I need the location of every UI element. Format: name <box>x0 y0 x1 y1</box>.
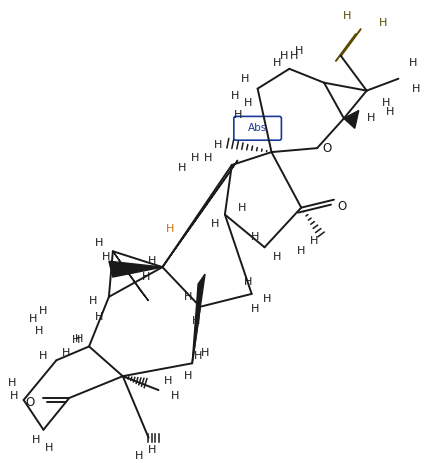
Text: H: H <box>8 378 16 388</box>
Text: H: H <box>295 46 303 56</box>
Text: H: H <box>409 58 417 68</box>
Text: H: H <box>45 443 54 452</box>
Text: H: H <box>412 84 420 94</box>
Text: H: H <box>72 336 80 345</box>
Text: H: H <box>201 348 209 358</box>
Text: H: H <box>250 304 259 314</box>
Text: O: O <box>323 142 332 155</box>
Text: H: H <box>280 51 289 61</box>
Text: H: H <box>171 391 179 401</box>
Text: H: H <box>142 272 150 282</box>
Text: H: H <box>191 153 199 163</box>
Text: O: O <box>337 200 346 213</box>
Text: H: H <box>39 306 48 316</box>
Text: H: H <box>148 256 157 266</box>
Text: O: O <box>25 396 34 409</box>
Text: H: H <box>184 292 193 302</box>
Text: H: H <box>290 51 298 61</box>
Text: H: H <box>166 225 175 234</box>
FancyBboxPatch shape <box>234 116 281 140</box>
Text: H: H <box>32 435 41 444</box>
Text: H: H <box>184 371 193 381</box>
Text: H: H <box>250 232 259 242</box>
Text: H: H <box>75 333 83 344</box>
Text: H: H <box>241 74 249 84</box>
Text: H: H <box>204 153 212 163</box>
Polygon shape <box>192 274 205 363</box>
Text: H: H <box>231 91 239 100</box>
Text: H: H <box>264 294 272 304</box>
Text: H: H <box>35 325 44 336</box>
Text: H: H <box>244 277 252 287</box>
Polygon shape <box>344 111 359 128</box>
Text: H: H <box>238 203 246 213</box>
Text: H: H <box>244 98 252 107</box>
Text: H: H <box>214 140 222 150</box>
Text: H: H <box>382 98 391 107</box>
Text: H: H <box>192 316 200 325</box>
Text: H: H <box>134 450 143 461</box>
Text: H: H <box>102 252 110 262</box>
Text: H: H <box>29 313 38 324</box>
Text: Abs: Abs <box>248 123 267 133</box>
Text: H: H <box>95 238 103 248</box>
Text: H: H <box>178 163 187 173</box>
Text: H: H <box>62 348 71 358</box>
Text: H: H <box>343 11 351 21</box>
Text: H: H <box>211 219 219 230</box>
Polygon shape <box>109 261 162 277</box>
Text: H: H <box>194 351 202 361</box>
Text: H: H <box>39 351 48 361</box>
Text: H: H <box>164 376 173 386</box>
Text: H: H <box>273 58 282 68</box>
Polygon shape <box>162 160 238 267</box>
Text: H: H <box>234 110 242 120</box>
Text: H: H <box>95 312 103 322</box>
Polygon shape <box>113 251 149 301</box>
Text: H: H <box>386 107 395 118</box>
Text: H: H <box>380 18 388 28</box>
Text: H: H <box>9 391 18 401</box>
Text: H: H <box>310 236 318 246</box>
Text: H: H <box>273 252 282 262</box>
Text: H: H <box>297 246 306 256</box>
Text: H: H <box>148 444 157 455</box>
Text: H: H <box>89 296 97 306</box>
Text: H: H <box>366 113 375 123</box>
